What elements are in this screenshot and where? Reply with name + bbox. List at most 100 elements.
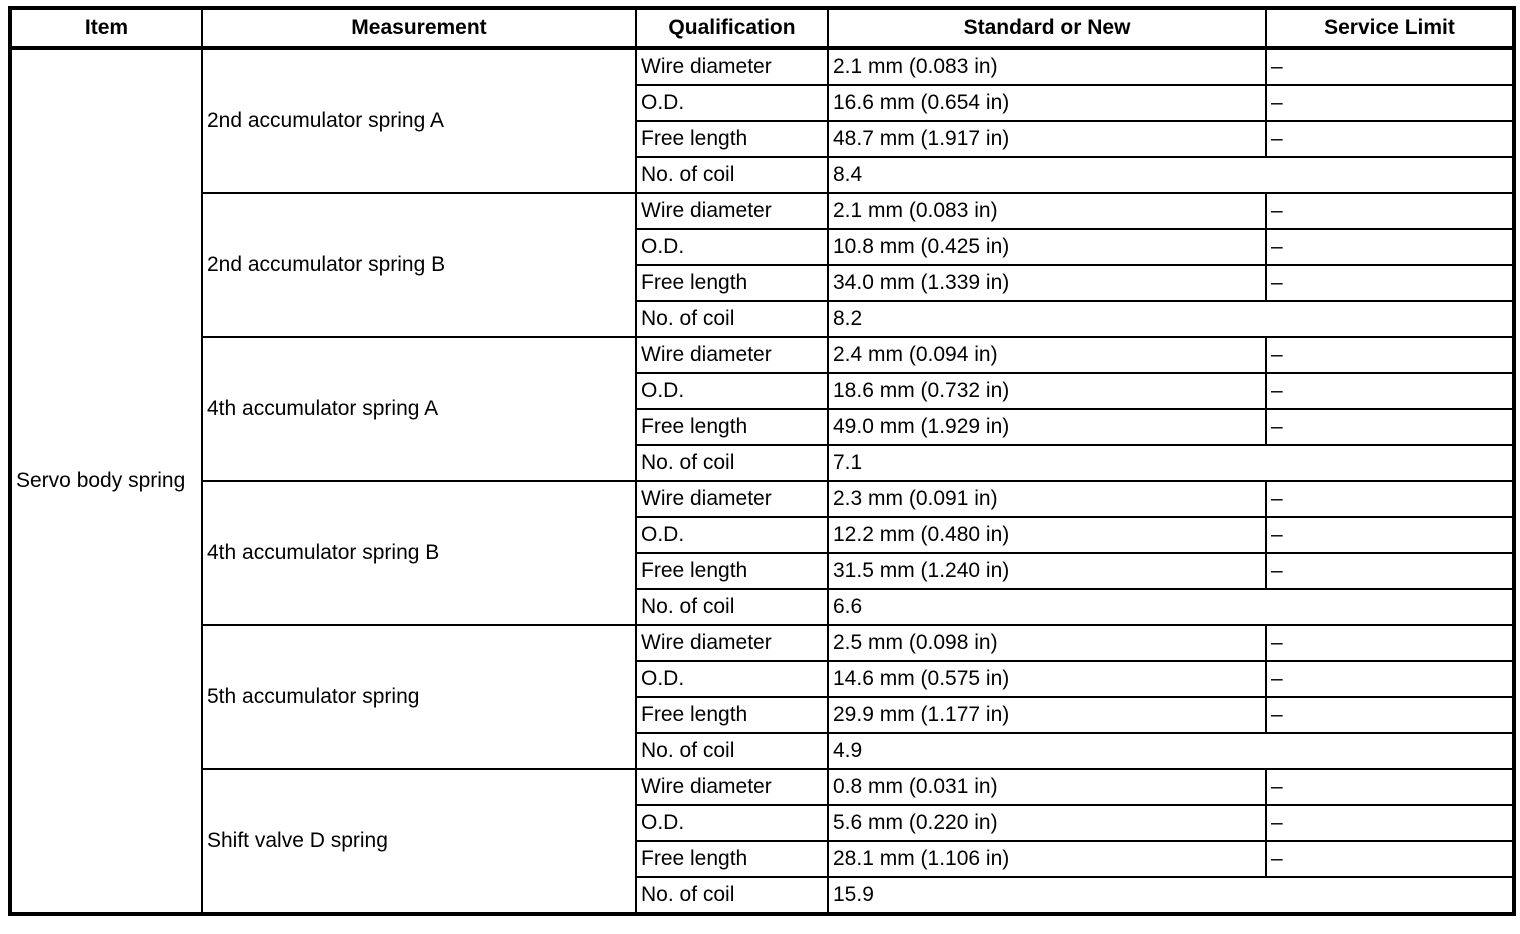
qualification-cell: O.D. xyxy=(635,84,829,122)
qualification-cell: No. of coil xyxy=(635,588,829,626)
coil-value-cell: 15.9 xyxy=(827,876,1515,915)
qualification-cell: No. of coil xyxy=(635,444,829,482)
qualification-cell: Wire diameter xyxy=(635,192,829,230)
table-row: Shift valve D spring Wire diameter 0.8 m… xyxy=(10,768,1515,915)
standard-cell: 0.8 mm (0.031 in) xyxy=(827,768,1267,806)
coil-value-cell: 8.4 xyxy=(827,156,1515,194)
qualification-cell: No. of coil xyxy=(635,156,829,194)
service-limit-cell: – xyxy=(1265,840,1515,878)
qualification-cell: Free length xyxy=(635,696,829,734)
header-row: Item Measurement Qualification Standard … xyxy=(9,7,1515,50)
table-row: O.D. 14.6 mm (0.575 in) – xyxy=(10,660,1515,698)
qualification-cell: No. of coil xyxy=(635,300,829,338)
qualification-cell: Free length xyxy=(635,264,829,302)
qualification-cell: O.D. xyxy=(635,660,829,698)
service-limit-cell: – xyxy=(1265,192,1515,230)
table-row: O.D. 16.6 mm (0.654 in) – xyxy=(10,84,1515,122)
service-limit-cell: – xyxy=(1265,768,1515,806)
service-limit-cell: – xyxy=(1265,408,1515,446)
standard-cell: 49.0 mm (1.929 in) xyxy=(827,408,1267,446)
standard-cell: 48.7 mm (1.917 in) xyxy=(827,120,1267,158)
col-header-measurement: Measurement xyxy=(201,7,637,50)
qualification-cell: Wire diameter xyxy=(635,480,829,518)
table-row: No. of coil 6.6 xyxy=(10,588,1515,626)
service-limit-cell: – xyxy=(1265,696,1515,734)
table-row: 4th accumulator spring B Wire diameter 2… xyxy=(10,480,1515,626)
table-row: No. of coil 4.9 xyxy=(10,732,1515,770)
table-row: Free length 49.0 mm (1.929 in) – xyxy=(10,408,1515,446)
standard-cell: 31.5 mm (1.240 in) xyxy=(827,552,1267,590)
service-limit-cell: – xyxy=(1265,624,1515,662)
standard-cell: 12.2 mm (0.480 in) xyxy=(827,516,1267,554)
table-row: No. of coil 7.1 xyxy=(10,444,1515,482)
service-limit-cell: – xyxy=(1265,120,1515,158)
standard-cell: 16.6 mm (0.654 in) xyxy=(827,84,1267,122)
standard-cell: 5.6 mm (0.220 in) xyxy=(827,804,1267,842)
table-row: 2nd accumulator spring B Wire diameter 2… xyxy=(10,192,1515,338)
qualification-cell: Free length xyxy=(635,408,829,446)
qualification-cell: No. of coil xyxy=(635,732,829,770)
standard-cell: 2.1 mm (0.083 in) xyxy=(827,47,1267,86)
measurement-cell: Shift valve D spring xyxy=(201,768,637,915)
service-limit-cell: – xyxy=(1265,660,1515,698)
spec-table: Item Measurement Qualification Standard … xyxy=(8,6,1516,916)
standard-cell: 2.4 mm (0.094 in) xyxy=(827,336,1267,374)
measurement-cell: 2nd accumulator spring A xyxy=(201,47,637,194)
service-limit-cell: – xyxy=(1265,552,1515,590)
qualification-cell: Wire diameter xyxy=(635,768,829,806)
table-row: O.D. 12.2 mm (0.480 in) – xyxy=(10,516,1515,554)
table-row: Free length 48.7 mm (1.917 in) – xyxy=(10,120,1515,158)
standard-cell: 29.9 mm (1.177 in) xyxy=(827,696,1267,734)
table-row: 4th accumulator spring A Wire diameter 2… xyxy=(10,336,1515,482)
qualification-cell: O.D. xyxy=(635,228,829,266)
table-row: O.D. 5.6 mm (0.220 in) – xyxy=(10,804,1515,842)
standard-cell: 2.1 mm (0.083 in) xyxy=(827,192,1267,230)
service-limit-cell: – xyxy=(1265,47,1515,86)
measurement-cell: 2nd accumulator spring B xyxy=(201,192,637,338)
col-header-qualification: Qualification xyxy=(635,7,829,50)
standard-cell: 2.3 mm (0.091 in) xyxy=(827,480,1267,518)
qualification-cell: Wire diameter xyxy=(635,336,829,374)
measurement-cell: 5th accumulator spring xyxy=(201,624,637,770)
qualification-cell: O.D. xyxy=(635,516,829,554)
qualification-cell: Free length xyxy=(635,120,829,158)
table-row: O.D. 10.8 mm (0.425 in) – xyxy=(10,228,1515,266)
service-limit-cell: – xyxy=(1265,480,1515,518)
standard-cell: 28.1 mm (1.106 in) xyxy=(827,840,1267,878)
table-row: No. of coil 15.9 xyxy=(10,876,1515,915)
table-row: Free length 31.5 mm (1.240 in) – xyxy=(10,552,1515,590)
col-header-standard-or-new: Standard or New xyxy=(827,7,1267,50)
qualification-cell: Wire diameter xyxy=(635,47,829,86)
coil-value-cell: 6.6 xyxy=(827,588,1515,626)
service-limit-cell: – xyxy=(1265,264,1515,302)
service-limit-cell: – xyxy=(1265,804,1515,842)
table-row: No. of coil 8.4 xyxy=(10,156,1515,194)
measurement-cell: 4th accumulator spring A xyxy=(201,336,637,482)
standard-cell: 10.8 mm (0.425 in) xyxy=(827,228,1267,266)
qualification-cell: O.D. xyxy=(635,804,829,842)
table-row: 5th accumulator spring Wire diameter 2.5… xyxy=(10,624,1515,770)
qualification-cell: Free length xyxy=(635,840,829,878)
table-row: Free length 34.0 mm (1.339 in) – xyxy=(10,264,1515,302)
service-limit-cell: – xyxy=(1265,516,1515,554)
qualification-cell: Free length xyxy=(635,552,829,590)
qualification-cell: O.D. xyxy=(635,372,829,410)
service-limit-cell: – xyxy=(1265,84,1515,122)
table-row: Free length 29.9 mm (1.177 in) – xyxy=(10,696,1515,734)
service-limit-cell: – xyxy=(1265,228,1515,266)
service-limit-cell: – xyxy=(1265,336,1515,374)
coil-value-cell: 4.9 xyxy=(827,732,1515,770)
measurement-cell: 4th accumulator spring B xyxy=(201,480,637,626)
coil-value-cell: 7.1 xyxy=(827,444,1515,482)
table-row: O.D. 18.6 mm (0.732 in) – xyxy=(10,372,1515,410)
qualification-cell: No. of coil xyxy=(635,876,829,915)
standard-cell: 34.0 mm (1.339 in) xyxy=(827,264,1267,302)
standard-cell: 18.6 mm (0.732 in) xyxy=(827,372,1267,410)
standard-cell: 2.5 mm (0.098 in) xyxy=(827,624,1267,662)
item-cell: Servo body spring xyxy=(9,47,203,915)
qualification-cell: Wire diameter xyxy=(635,624,829,662)
standard-cell: 14.6 mm (0.575 in) xyxy=(827,660,1267,698)
col-header-item: Item xyxy=(9,7,203,50)
table-row: Free length 28.1 mm (1.106 in) – xyxy=(10,840,1515,878)
